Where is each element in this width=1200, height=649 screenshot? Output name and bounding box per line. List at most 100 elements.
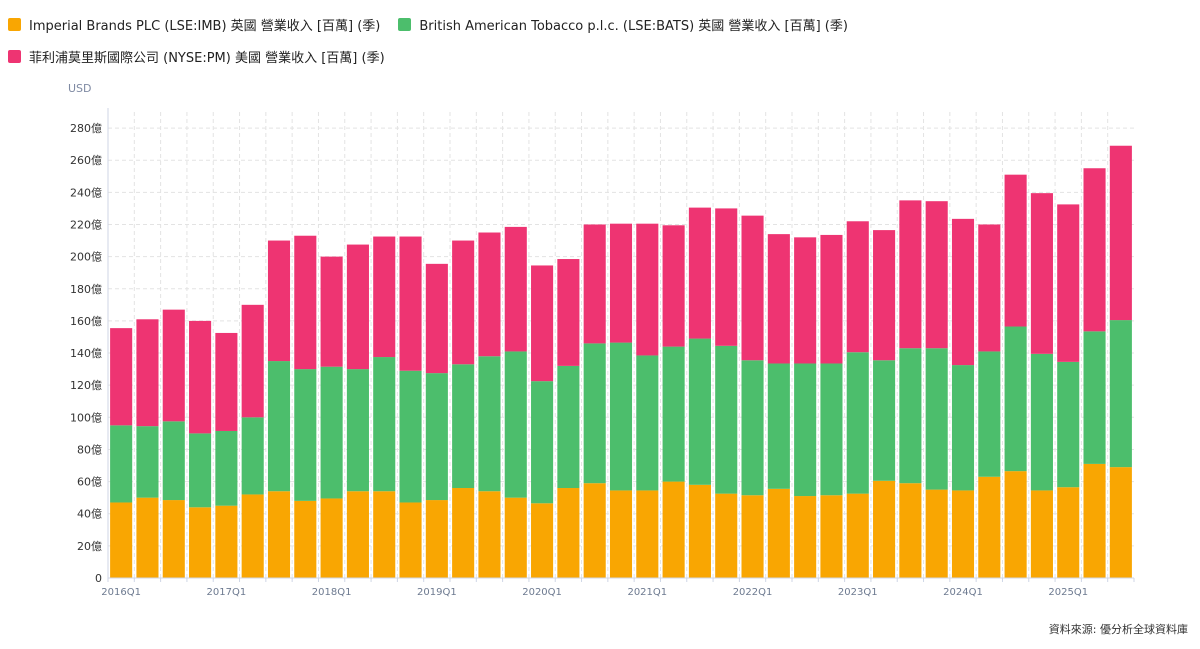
bar-imb-2024Q2[interactable]: [978, 476, 1001, 578]
bar-imb-2023Q2[interactable]: [873, 480, 896, 578]
bar-pm-2025Q3[interactable]: [1109, 145, 1132, 321]
bar-imb-2023Q3[interactable]: [899, 483, 922, 578]
bar-pm-2023Q3[interactable]: [899, 200, 922, 349]
bar-bats-2021Q2[interactable]: [662, 346, 685, 482]
bar-pm-2019Q1[interactable]: [425, 263, 448, 374]
bar-bats-2022Q3[interactable]: [794, 363, 817, 497]
bar-bats-2017Q3[interactable]: [267, 361, 291, 492]
bar-bats-2020Q2[interactable]: [557, 365, 580, 489]
legend-item-imb[interactable]: Imperial Brands PLC (LSE:IMB) 英國 營業收入 [百…: [8, 15, 380, 34]
bar-pm-2023Q2[interactable]: [873, 230, 896, 361]
bar-bats-2021Q4[interactable]: [715, 345, 738, 494]
bar-bats-2020Q4[interactable]: [609, 342, 633, 491]
bar-bats-2020Q1[interactable]: [531, 381, 554, 504]
bar-bats-2022Q4[interactable]: [820, 363, 843, 496]
bar-pm-2020Q1[interactable]: [531, 265, 554, 382]
bar-bats-2019Q3[interactable]: [478, 356, 501, 492]
bar-bats-2025Q2[interactable]: [1083, 331, 1106, 464]
bar-imb-2019Q4[interactable]: [504, 497, 527, 578]
bar-pm-2018Q3[interactable]: [373, 236, 396, 358]
bar-bats-2023Q4[interactable]: [925, 348, 948, 490]
bar-pm-2016Q1[interactable]: [110, 328, 133, 426]
bar-bats-2016Q2[interactable]: [136, 426, 159, 498]
bar-bats-2018Q4[interactable]: [399, 370, 422, 503]
bar-imb-2016Q2[interactable]: [136, 497, 159, 578]
bar-pm-2017Q1[interactable]: [215, 332, 238, 431]
bar-bats-2018Q1[interactable]: [320, 366, 343, 499]
bar-pm-2024Q2[interactable]: [978, 224, 1001, 352]
bar-bats-2020Q3[interactable]: [583, 343, 606, 484]
bar-imb-2016Q3[interactable]: [162, 500, 185, 578]
bar-pm-2020Q4[interactable]: [609, 223, 633, 343]
bar-pm-2021Q3[interactable]: [688, 207, 711, 339]
bar-bats-2017Q4[interactable]: [294, 369, 317, 501]
bar-imb-2021Q4[interactable]: [715, 493, 738, 578]
bar-imb-2024Q4[interactable]: [1030, 490, 1053, 578]
bar-bats-2025Q1[interactable]: [1057, 361, 1080, 488]
bar-imb-2021Q1[interactable]: [636, 490, 659, 578]
bar-pm-2024Q3[interactable]: [1004, 174, 1027, 327]
bar-pm-2025Q2[interactable]: [1083, 168, 1106, 332]
bar-pm-2020Q2[interactable]: [557, 259, 580, 366]
bar-bats-2016Q3[interactable]: [162, 421, 185, 501]
bar-imb-2022Q2[interactable]: [767, 488, 790, 578]
bar-imb-2024Q1[interactable]: [951, 490, 975, 578]
bar-bats-2023Q2[interactable]: [873, 360, 896, 481]
bar-pm-2024Q4[interactable]: [1030, 193, 1053, 354]
bar-pm-2016Q2[interactable]: [136, 319, 159, 427]
bar-imb-2017Q1[interactable]: [215, 505, 238, 578]
bar-bats-2017Q1[interactable]: [215, 430, 238, 506]
bar-bats-2024Q4[interactable]: [1030, 353, 1053, 491]
bar-imb-2024Q3[interactable]: [1004, 471, 1027, 578]
bar-imb-2019Q1[interactable]: [425, 500, 448, 578]
bar-pm-2018Q1[interactable]: [320, 256, 343, 367]
bar-bats-2024Q1[interactable]: [951, 365, 975, 491]
bar-bats-2023Q1[interactable]: [846, 352, 869, 494]
bar-pm-2019Q2[interactable]: [452, 240, 475, 365]
bar-bats-2025Q3[interactable]: [1109, 320, 1132, 468]
bar-imb-2020Q3[interactable]: [583, 483, 606, 578]
bar-bats-2024Q3[interactable]: [1004, 326, 1027, 472]
bar-imb-2021Q3[interactable]: [688, 484, 711, 578]
bar-bats-2021Q1[interactable]: [636, 355, 659, 491]
bar-bats-2022Q2[interactable]: [767, 363, 790, 489]
bar-imb-2025Q2[interactable]: [1083, 463, 1106, 578]
bar-bats-2016Q1[interactable]: [110, 425, 133, 503]
bar-imb-2016Q4[interactable]: [189, 507, 212, 578]
bar-pm-2025Q1[interactable]: [1057, 204, 1080, 362]
bar-pm-2016Q3[interactable]: [162, 309, 185, 422]
bar-pm-2019Q3[interactable]: [478, 232, 501, 357]
bar-pm-2019Q4[interactable]: [504, 226, 527, 352]
bar-bats-2018Q2[interactable]: [346, 369, 369, 492]
bar-pm-2022Q2[interactable]: [767, 234, 790, 364]
bar-imb-2016Q1[interactable]: [110, 502, 133, 578]
bar-pm-2020Q3[interactable]: [583, 224, 606, 344]
bar-bats-2019Q4[interactable]: [504, 351, 527, 498]
legend-item-bats[interactable]: British American Tobacco p.l.c. (LSE:BAT…: [398, 15, 848, 34]
bar-pm-2017Q2[interactable]: [241, 304, 264, 418]
bar-imb-2021Q2[interactable]: [662, 481, 685, 578]
bar-imb-2022Q4[interactable]: [820, 495, 843, 578]
bar-bats-2024Q2[interactable]: [978, 351, 1001, 477]
bar-bats-2018Q3[interactable]: [373, 357, 396, 492]
bar-imb-2018Q2[interactable]: [346, 491, 369, 578]
bar-bats-2022Q1[interactable]: [741, 360, 764, 496]
legend-item-pm[interactable]: 菲利浦莫里斯國際公司 (NYSE:PM) 美國 營業收入 [百萬] (季): [8, 47, 385, 66]
bar-imb-2020Q2[interactable]: [557, 488, 580, 578]
bar-pm-2021Q4[interactable]: [715, 208, 738, 346]
bar-pm-2022Q1[interactable]: [741, 215, 764, 361]
bar-pm-2018Q4[interactable]: [399, 236, 422, 371]
bar-imb-2018Q3[interactable]: [373, 491, 396, 578]
bar-pm-2022Q3[interactable]: [794, 237, 817, 364]
bar-bats-2021Q3[interactable]: [688, 338, 711, 485]
bar-bats-2023Q3[interactable]: [899, 348, 922, 484]
bar-imb-2018Q1[interactable]: [320, 498, 343, 578]
bar-imb-2019Q3[interactable]: [478, 491, 501, 578]
bar-imb-2018Q4[interactable]: [399, 502, 422, 578]
bar-imb-2017Q4[interactable]: [294, 500, 317, 578]
bar-imb-2020Q4[interactable]: [609, 490, 633, 578]
bar-pm-2023Q1[interactable]: [846, 221, 869, 353]
bar-pm-2017Q4[interactable]: [294, 235, 317, 370]
bar-bats-2017Q2[interactable]: [241, 417, 264, 495]
bar-pm-2017Q3[interactable]: [267, 240, 291, 362]
